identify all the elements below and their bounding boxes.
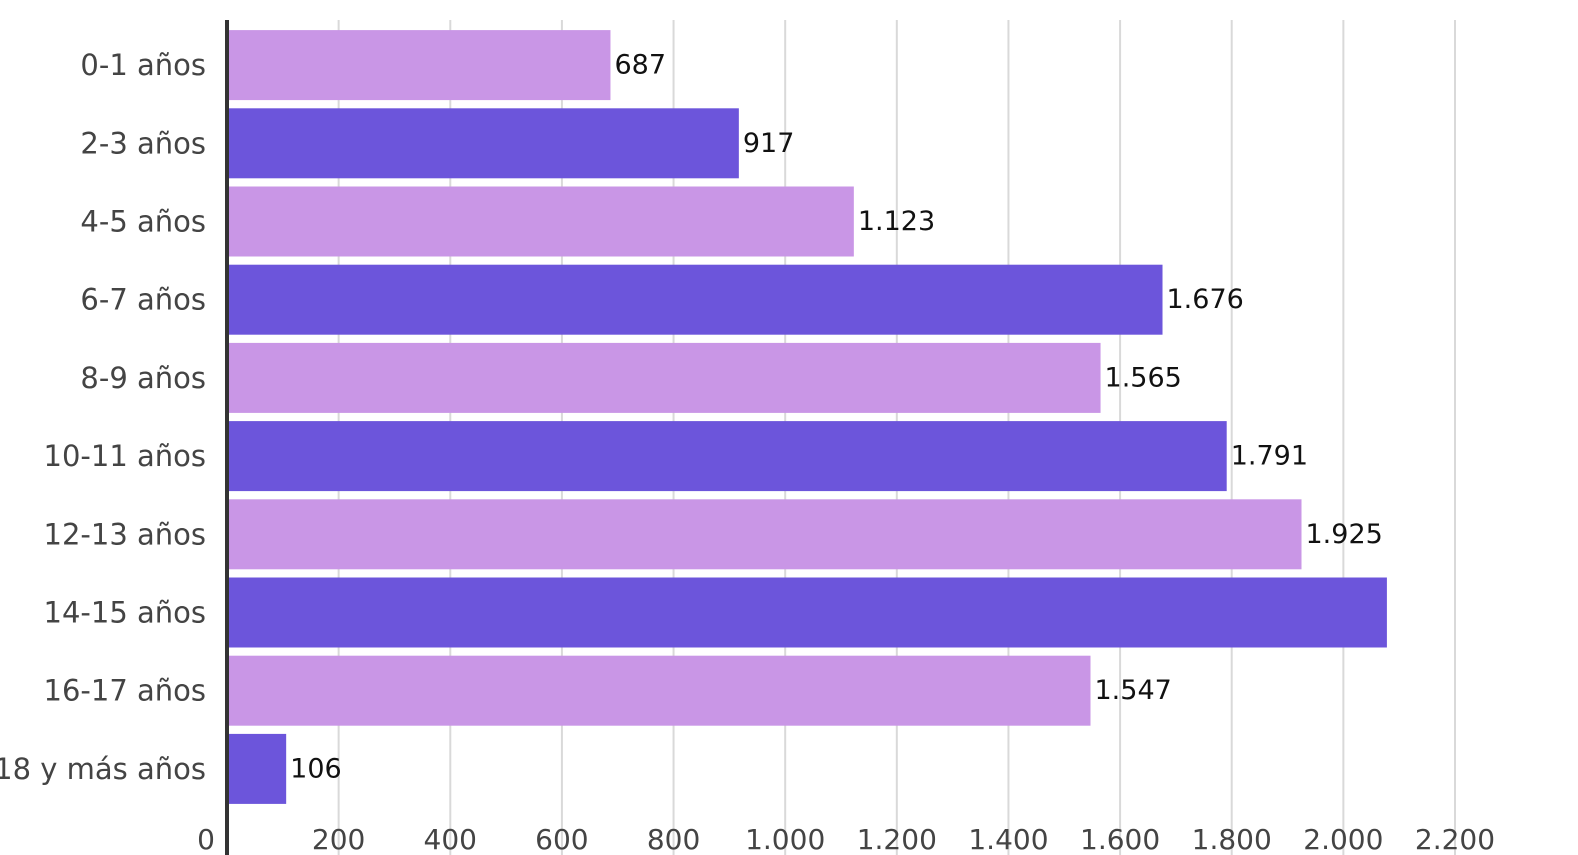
x-tick-label: 200 xyxy=(312,823,365,855)
value-label: 1.123 xyxy=(858,206,935,237)
value-label: 1.565 xyxy=(1105,362,1182,393)
category-label: 16-17 años xyxy=(44,674,207,708)
category-labels: 0-1 años 2-3 años 4-5 años 6-7 años 8-9 años… xyxy=(0,48,206,786)
bar xyxy=(227,655,1091,726)
bar xyxy=(227,186,854,257)
bar xyxy=(227,577,1387,648)
value-label: 687 xyxy=(614,50,666,81)
x-tick-labels: 0 200 400 600 800 1.000 1.200 1.400 1.600 1.800 2.… xyxy=(197,823,1495,855)
x-tick-label: 800 xyxy=(647,823,700,855)
value-label: 917 xyxy=(743,128,795,159)
x-tick-label: 1.000 xyxy=(745,823,825,855)
x-tick-label: 0 xyxy=(197,823,215,855)
x-tick-label: 2.000 xyxy=(1303,823,1383,855)
category-label: 10-11 años xyxy=(44,439,207,473)
bars xyxy=(227,30,1387,804)
category-label: 6-7 años xyxy=(80,283,206,317)
bar xyxy=(227,108,739,179)
category-label: 12-13 años xyxy=(44,517,207,551)
x-tick-label: 1.800 xyxy=(1192,823,1272,855)
bar xyxy=(227,733,287,804)
bar xyxy=(227,342,1101,413)
value-label: 1.676 xyxy=(1167,284,1244,315)
value-label: 1.547 xyxy=(1095,675,1172,706)
bar xyxy=(227,264,1163,335)
x-tick-label: 2.200 xyxy=(1415,823,1495,855)
bar xyxy=(227,421,1227,492)
category-label: 14-15 años xyxy=(44,596,207,630)
category-label: 2-3 años xyxy=(80,126,206,160)
x-tick-label: 1.200 xyxy=(857,823,937,855)
x-tick-label: 1.400 xyxy=(968,823,1048,855)
bar xyxy=(227,30,611,101)
x-tick-label: 400 xyxy=(424,823,477,855)
x-tick-label: 1.600 xyxy=(1080,823,1160,855)
bar xyxy=(227,499,1302,570)
category-label: 8-9 años xyxy=(80,361,206,395)
category-label: 0-1 años xyxy=(80,48,206,82)
value-labels: 687 917 1.123 1.676 1.565 1.791 1.925 1.547 106 xyxy=(290,50,1383,785)
category-label: 18 y más años xyxy=(0,752,206,786)
x-tick-label: 600 xyxy=(535,823,588,855)
category-label: 4-5 años xyxy=(80,205,206,239)
value-label: 106 xyxy=(290,753,342,784)
value-label: 1.791 xyxy=(1231,441,1308,472)
value-label: 1.925 xyxy=(1306,519,1383,550)
